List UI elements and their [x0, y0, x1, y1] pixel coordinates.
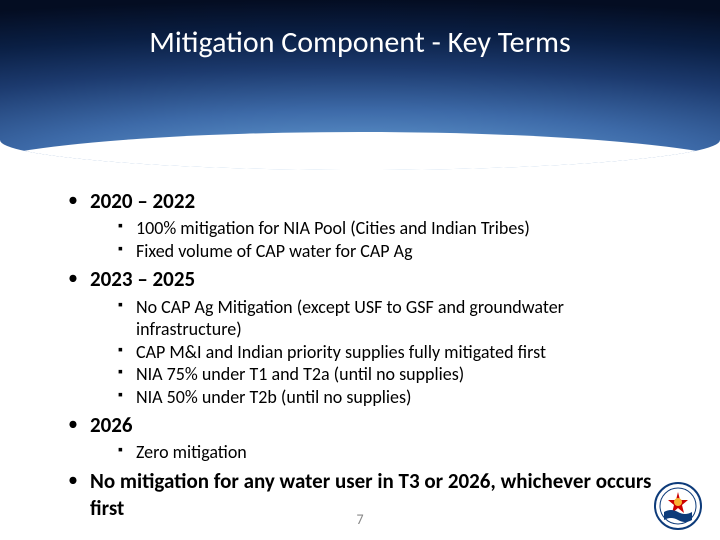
- slide-header: Mitigation Component - Key Terms: [0, 0, 720, 170]
- sub-item: NIA 50% under T2b (until no supplies): [118, 386, 670, 409]
- sub-item: 100% mitigation for NIA Pool (Cities and…: [118, 217, 670, 240]
- bullet-label: 2026: [90, 412, 670, 439]
- main-bullet-list: 2020 – 2022 100% mitigation for NIA Pool…: [60, 188, 670, 522]
- list-item: 2020 – 2022 100% mitigation for NIA Pool…: [60, 188, 670, 262]
- sub-item: Fixed volume of CAP water for CAP Ag: [118, 240, 670, 263]
- sub-item: CAP M&I and Indian priority supplies ful…: [118, 341, 670, 364]
- bullet-label: 2020 – 2022: [90, 188, 670, 215]
- footer-logo: [654, 482, 702, 530]
- list-item: 2023 – 2025 No CAP Ag Mitigation (except…: [60, 266, 670, 408]
- sub-item: Zero mitigation: [118, 441, 670, 464]
- sub-item: NIA 75% under T1 and T2a (until no suppl…: [118, 363, 670, 386]
- slide-title: Mitigation Component - Key Terms: [149, 24, 571, 170]
- list-item: 2026 Zero mitigation: [60, 412, 670, 464]
- sub-list: Zero mitigation: [90, 441, 670, 464]
- bullet-label: No mitigation for any water user in T3 o…: [90, 468, 670, 523]
- slide-content: 2020 – 2022 100% mitigation for NIA Pool…: [0, 170, 720, 534]
- sub-item: No CAP Ag Mitigation (except USF to GSF …: [118, 296, 670, 341]
- page-number: 7: [356, 511, 363, 528]
- sub-list: 100% mitigation for NIA Pool (Cities and…: [90, 217, 670, 262]
- list-item: No mitigation for any water user in T3 o…: [60, 468, 670, 523]
- seal-icon: [654, 482, 702, 530]
- bullet-label: 2023 – 2025: [90, 266, 670, 293]
- sub-list: No CAP Ag Mitigation (except USF to GSF …: [90, 296, 670, 409]
